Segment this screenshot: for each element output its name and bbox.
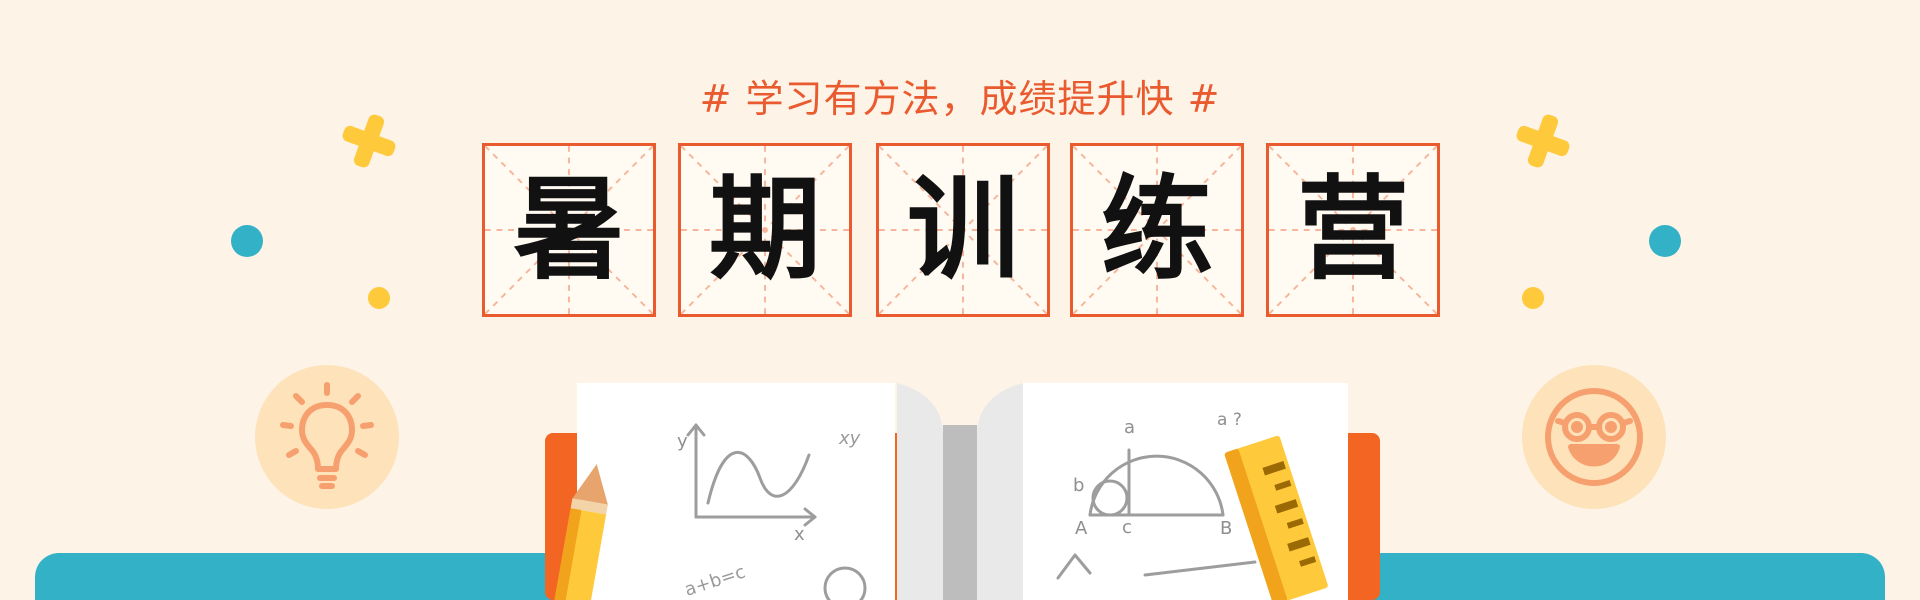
blue-dot-left xyxy=(231,225,263,257)
ruler-icon xyxy=(1224,435,1328,600)
banner-tagline: # 学习有方法，成绩提升快 # xyxy=(699,77,1221,121)
title-box-4: 练 xyxy=(1070,143,1244,317)
graph-x-label: x xyxy=(794,524,805,545)
left-page-fold xyxy=(897,383,943,600)
book-spine xyxy=(943,425,977,600)
graph-y-label: y xyxy=(677,431,688,452)
title-char-2: 期 xyxy=(709,164,821,295)
right-page-fold xyxy=(977,383,1023,600)
practice-grid xyxy=(1073,146,1241,314)
geometry-B-label: B xyxy=(1220,518,1232,539)
title-box-1: 暑 xyxy=(482,143,656,317)
book-illustration: y x xy a+b=c a b c A B xyxy=(545,383,1380,600)
title-char-4: 练 xyxy=(1101,164,1213,295)
practice-grid xyxy=(681,146,849,314)
pencil-icon xyxy=(546,464,608,600)
blue-dot-right xyxy=(1649,225,1681,257)
geometry-a-label: a xyxy=(1124,417,1135,438)
title-row: 暑 期 训 xyxy=(0,143,1920,319)
yellow-dot-right xyxy=(1522,287,1544,309)
title-box-3: 训 xyxy=(876,143,1050,317)
smiley-glasses-icon xyxy=(1545,388,1643,486)
left-page xyxy=(577,383,895,600)
title-box-5: 营 xyxy=(1266,143,1440,317)
graph-note: xy xyxy=(838,428,861,449)
lightbulb-icon xyxy=(280,382,374,489)
title-char-5: 营 xyxy=(1297,164,1409,295)
practice-grid xyxy=(1269,146,1437,314)
practice-grid xyxy=(485,146,653,314)
graph-sketch xyxy=(686,423,817,527)
plus-right-icon xyxy=(1516,114,1570,168)
geometry-A-label: A xyxy=(1075,518,1088,539)
practice-grid xyxy=(879,146,1047,314)
circle-sketch xyxy=(823,566,867,600)
geometry-question-label: a ? xyxy=(1217,410,1242,430)
geometry-c-label: c xyxy=(1122,517,1132,538)
geometry-sketch xyxy=(1056,448,1257,580)
plus-left-icon xyxy=(342,114,396,168)
title-box-2: 期 xyxy=(678,143,852,317)
open-book: y x xy a+b=c a b c A B xyxy=(545,383,1380,600)
geometry-b-label: b xyxy=(1073,475,1084,496)
title-char-1: 暑 xyxy=(513,164,625,295)
yellow-dot-left xyxy=(368,287,390,309)
title-char-3: 训 xyxy=(907,164,1019,295)
